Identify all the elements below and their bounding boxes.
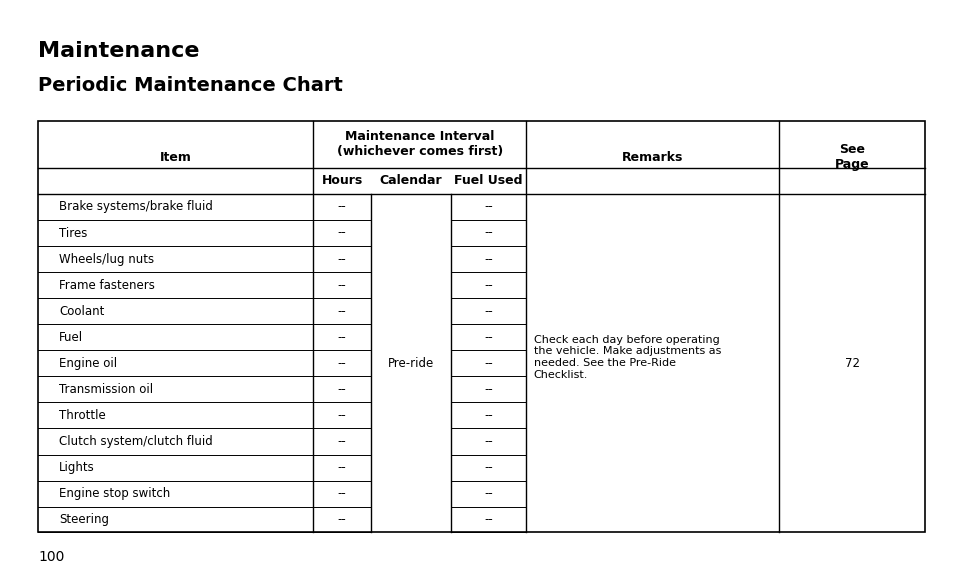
Text: Transmission oil: Transmission oil <box>59 383 153 396</box>
Text: --: -- <box>483 305 493 318</box>
Text: See
Page: See Page <box>834 143 868 171</box>
Text: --: -- <box>483 253 493 266</box>
Text: --: -- <box>483 357 493 370</box>
Text: Hours: Hours <box>321 175 362 188</box>
Text: Frame fasteners: Frame fasteners <box>59 279 154 292</box>
Text: Fuel Used: Fuel Used <box>454 175 522 188</box>
Text: --: -- <box>337 461 346 474</box>
Text: Fuel: Fuel <box>59 330 83 344</box>
Text: Throttle: Throttle <box>59 409 106 422</box>
Text: --: -- <box>483 330 493 344</box>
Text: Periodic Maintenance Chart: Periodic Maintenance Chart <box>38 76 343 95</box>
Text: --: -- <box>337 226 346 239</box>
Text: --: -- <box>483 201 493 213</box>
Text: --: -- <box>483 226 493 239</box>
Text: --: -- <box>337 279 346 292</box>
Text: Brake systems/brake fluid: Brake systems/brake fluid <box>59 201 213 213</box>
Text: --: -- <box>337 305 346 318</box>
Text: Tires: Tires <box>59 226 88 239</box>
Text: Lights: Lights <box>59 461 94 474</box>
Text: --: -- <box>337 357 346 370</box>
Text: Pre-ride: Pre-ride <box>387 356 434 369</box>
Text: --: -- <box>483 513 493 526</box>
Text: Calendar: Calendar <box>379 175 441 188</box>
Text: --: -- <box>337 201 346 213</box>
Text: --: -- <box>483 435 493 448</box>
Text: --: -- <box>483 383 493 396</box>
Text: 72: 72 <box>843 356 859 369</box>
Text: --: -- <box>337 435 346 448</box>
Text: 100: 100 <box>38 550 65 564</box>
Text: --: -- <box>483 461 493 474</box>
Text: --: -- <box>337 487 346 500</box>
Text: --: -- <box>337 330 346 344</box>
Text: Clutch system/clutch fluid: Clutch system/clutch fluid <box>59 435 213 448</box>
Text: Engine stop switch: Engine stop switch <box>59 487 171 500</box>
Text: --: -- <box>337 383 346 396</box>
Text: Wheels/lug nuts: Wheels/lug nuts <box>59 253 154 266</box>
Text: Maintenance Interval
(whichever comes first): Maintenance Interval (whichever comes fi… <box>336 130 502 158</box>
Text: --: -- <box>483 279 493 292</box>
Text: Item: Item <box>159 151 192 163</box>
Text: Steering: Steering <box>59 513 109 526</box>
Text: Remarks: Remarks <box>621 151 682 163</box>
Text: Coolant: Coolant <box>59 305 105 318</box>
Text: Check each day before operating
the vehicle. Make adjustments as
needed. See the: Check each day before operating the vehi… <box>534 335 720 380</box>
Text: --: -- <box>337 513 346 526</box>
Text: --: -- <box>483 487 493 500</box>
Text: --: -- <box>337 253 346 266</box>
Text: --: -- <box>483 409 493 422</box>
Text: Engine oil: Engine oil <box>59 357 117 370</box>
Text: Maintenance: Maintenance <box>38 41 199 61</box>
Text: --: -- <box>337 409 346 422</box>
